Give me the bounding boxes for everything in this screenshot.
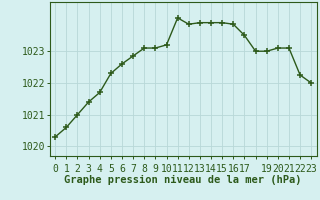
X-axis label: Graphe pression niveau de la mer (hPa): Graphe pression niveau de la mer (hPa) [64, 175, 302, 185]
